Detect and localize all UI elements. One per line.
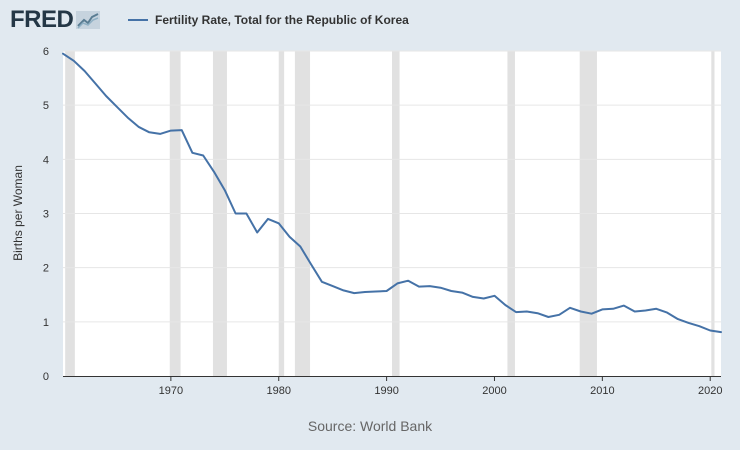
- data-point[interactable]: [309, 262, 313, 266]
- data-point[interactable]: [579, 310, 583, 314]
- data-point[interactable]: [158, 132, 162, 136]
- series-layer: [61, 52, 723, 334]
- data-point[interactable]: [244, 212, 248, 216]
- data-point[interactable]: [643, 308, 647, 312]
- x-tick-label: 2020: [698, 385, 722, 397]
- data-point[interactable]: [104, 94, 108, 98]
- data-point[interactable]: [622, 304, 626, 308]
- data-point[interactable]: [665, 311, 669, 315]
- data-point[interactable]: [395, 281, 399, 285]
- data-point[interactable]: [298, 245, 302, 249]
- gridlines: [63, 50, 721, 323]
- data-point[interactable]: [460, 291, 464, 295]
- data-point[interactable]: [687, 321, 691, 325]
- x-tick-label: 1970: [159, 385, 183, 397]
- legend-line-swatch: [128, 19, 148, 21]
- x-tick-label: 2010: [590, 385, 614, 397]
- data-point[interactable]: [546, 315, 550, 319]
- data-point[interactable]: [590, 312, 594, 316]
- data-point[interactable]: [277, 221, 281, 225]
- chart-legend[interactable]: Fertility Rate, Total for the Republic o…: [128, 13, 409, 27]
- data-point[interactable]: [374, 290, 378, 294]
- data-point[interactable]: [600, 307, 604, 311]
- data-point[interactable]: [417, 285, 421, 289]
- axes: 0 1 2 3 4 5 6 1970 1980 1990 2000 2010 2020: [43, 46, 723, 397]
- data-point[interactable]: [611, 307, 615, 311]
- data-point[interactable]: [341, 288, 345, 292]
- data-point[interactable]: [428, 284, 432, 288]
- data-point[interactable]: [331, 284, 335, 288]
- data-point[interactable]: [234, 212, 238, 216]
- source-note: Source: World Bank: [307, 418, 433, 434]
- data-point[interactable]: [633, 310, 637, 314]
- data-point[interactable]: [288, 235, 292, 239]
- y-tick-label: 3: [43, 209, 49, 221]
- data-point[interactable]: [320, 280, 324, 284]
- data-point[interactable]: [201, 154, 205, 158]
- data-point[interactable]: [503, 303, 507, 307]
- data-point[interactable]: [180, 128, 184, 132]
- data-point[interactable]: [708, 329, 712, 333]
- data-point[interactable]: [147, 130, 151, 134]
- data-point[interactable]: [126, 116, 130, 120]
- x-tick-label: 2000: [482, 385, 506, 397]
- data-point[interactable]: [363, 290, 367, 294]
- data-point[interactable]: [83, 69, 87, 73]
- data-point[interactable]: [697, 324, 701, 328]
- data-point[interactable]: [61, 52, 65, 56]
- data-point[interactable]: [568, 306, 572, 310]
- series-line-0[interactable]: [62, 52, 722, 334]
- fred-logo[interactable]: FRED: [10, 6, 101, 34]
- y-tick-label: 2: [43, 263, 49, 275]
- data-point[interactable]: [525, 310, 529, 314]
- data-point[interactable]: [93, 82, 97, 86]
- data-point[interactable]: [492, 294, 496, 298]
- data-point[interactable]: [471, 295, 475, 299]
- data-point[interactable]: [385, 289, 389, 293]
- data-point[interactable]: [536, 311, 540, 315]
- data-point[interactable]: [223, 188, 227, 192]
- data-point[interactable]: [482, 297, 486, 301]
- data-point[interactable]: [406, 279, 410, 283]
- data-point[interactable]: [115, 105, 119, 109]
- data-point[interactable]: [352, 291, 356, 295]
- data-point[interactable]: [676, 317, 680, 321]
- data-point[interactable]: [169, 129, 173, 133]
- data-point[interactable]: [557, 313, 561, 317]
- data-point[interactable]: [266, 217, 270, 221]
- data-point[interactable]: [137, 125, 141, 129]
- data-point[interactable]: [654, 307, 658, 311]
- data-point[interactable]: [439, 286, 443, 290]
- line-chart[interactable]: 0 1 2 3 4 5 6 1970 1980 1990 2000 2010 2020 Births p…: [0, 0, 740, 410]
- data-point[interactable]: [449, 289, 453, 293]
- data-point[interactable]: [514, 310, 518, 314]
- data-point[interactable]: [212, 170, 216, 174]
- x-tick-label: 1980: [266, 385, 290, 397]
- data-point[interactable]: [719, 330, 723, 334]
- y-axis-title: Births per Woman: [11, 165, 25, 261]
- data-point[interactable]: [255, 230, 259, 234]
- data-point[interactable]: [72, 59, 76, 63]
- y-tick-label: 1: [43, 317, 49, 329]
- y-tick-label: 4: [43, 154, 49, 166]
- data-point[interactable]: [190, 151, 194, 155]
- logo-text: FRED: [10, 6, 74, 33]
- trend-line-icon: [76, 11, 101, 29]
- y-tick-label: 6: [43, 46, 49, 58]
- header: FRED Fertility Rate, Total for the Repub…: [0, 0, 740, 40]
- y-tick-label: 5: [43, 100, 49, 112]
- legend-label: Fertility Rate, Total for the Republic o…: [155, 13, 409, 27]
- y-tick-label: 0: [43, 371, 49, 383]
- x-tick-label: 1990: [374, 385, 398, 397]
